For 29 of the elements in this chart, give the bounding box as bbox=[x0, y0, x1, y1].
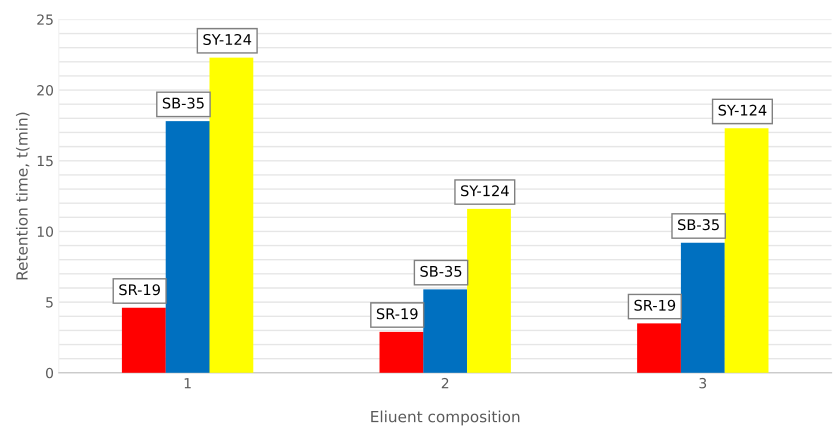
text: SB-35 bbox=[420, 266, 462, 277]
text: SY-124 bbox=[718, 104, 766, 116]
y-tick-label: 15 bbox=[38, 156, 53, 166]
series-label: SR-19 bbox=[634, 300, 676, 311]
x-tick-label: 3 bbox=[699, 378, 706, 388]
text: SB-35 bbox=[162, 98, 204, 109]
bar bbox=[209, 58, 254, 373]
y-tick-label: 0 bbox=[46, 368, 54, 378]
y-tick-label: 25 bbox=[37, 14, 53, 25]
series-label: SY-124 bbox=[203, 34, 252, 46]
text: SR-19 bbox=[376, 308, 418, 320]
y-tick-label: 5 bbox=[46, 297, 53, 308]
bar bbox=[680, 242, 725, 373]
bar bbox=[380, 332, 424, 373]
y-axis-title: Retention time, t(min) bbox=[16, 112, 30, 280]
bar bbox=[423, 289, 468, 373]
text: SY-124 bbox=[461, 185, 509, 196]
x-axis-title: Eliuent composition bbox=[371, 410, 520, 426]
bar bbox=[122, 308, 166, 373]
x-tick-label: 2 bbox=[442, 378, 448, 388]
bar bbox=[637, 323, 681, 373]
text: SR-19 bbox=[119, 284, 160, 296]
bar bbox=[467, 208, 511, 373]
y-tick-label: 20 bbox=[37, 85, 54, 96]
bar bbox=[166, 121, 210, 373]
x-tick-label: 1 bbox=[184, 378, 191, 388]
series-label: SB-35 bbox=[678, 219, 719, 230]
bar bbox=[724, 128, 768, 373]
y-tick-label: 10 bbox=[38, 226, 54, 237]
